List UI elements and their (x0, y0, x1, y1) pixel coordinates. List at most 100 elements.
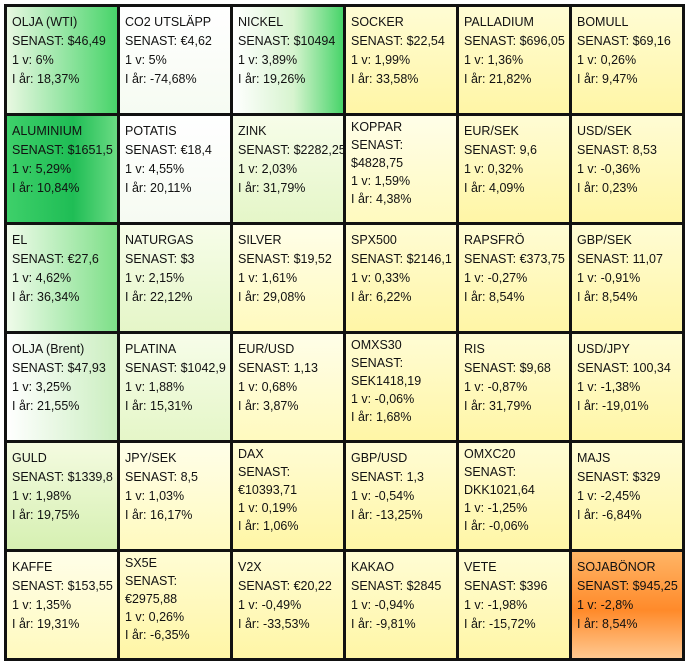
tile-gbp-sek[interactable]: GBP/SEK SENAST: 11,07 1 v: -0,91% I år: 8,5… (572, 225, 682, 331)
tile-palladium[interactable]: PALLADIUM SENAST: $696,05 1 v: 1,36% I år: … (459, 7, 569, 113)
year-label: I år: (351, 617, 373, 631)
week-value: 1,03% (148, 489, 185, 503)
tile-vete[interactable]: VETE SENAST: $396 1 v: -1,98% I år: -15,72% (459, 552, 569, 658)
week-value: 0,26% (600, 53, 637, 67)
senast-value: 8,53 (632, 143, 657, 157)
week-label: 1 v: (351, 392, 372, 406)
tile-name: SILVER (238, 233, 282, 247)
week-label: 1 v: (125, 489, 146, 503)
week-label: 1 v: (12, 53, 33, 67)
week-value: 0,33% (374, 271, 411, 285)
senast-row: SENAST: 11,07 (577, 250, 678, 269)
tile-kakao[interactable]: KAKAO SENAST: $2845 1 v: -0,94% I år: -9,81… (346, 552, 456, 658)
tile-el[interactable]: EL SENAST: €27,6 1 v: 4,62% I år: 36,34% (7, 225, 117, 331)
year-row: I år: 8,54% (577, 288, 678, 307)
year-value: -33,53% (263, 617, 310, 631)
tile-dax[interactable]: DAX SENAST: €10393,71 1 v: 0,19% I år: 1,06% (233, 443, 343, 549)
tile-platina[interactable]: PLATINA SENAST: $1042,9 1 v: 1,88% I år: 15… (120, 334, 230, 440)
senast-row: SENAST: $696,05 (464, 32, 565, 51)
tile-gbp-usd[interactable]: GBP/USD SENAST: 1,3 1 v: -0,54% I år: -13,2… (346, 443, 456, 549)
week-row: 1 v: 3,25% (12, 378, 113, 397)
week-row: 1 v: 5,29% (12, 160, 113, 179)
senast-value: SEK1418,19 (351, 374, 422, 388)
week-label: 1 v: (238, 162, 259, 176)
year-row: I år: 21,55% (12, 397, 113, 416)
week-row: 1 v: 1,59% (351, 172, 452, 190)
senast-row: SENAST: $9,68 (464, 359, 565, 378)
year-label: I år: (351, 192, 373, 206)
tile-omxc20[interactable]: OMXC20 SENAST: DKK1021,64 1 v: -1,25% I år: … (459, 443, 569, 549)
senast-row: SENAST: $22,54 (351, 32, 452, 51)
senast-label: SENAST: (125, 574, 178, 588)
week-value: 0,32% (487, 162, 524, 176)
tile-name: RIS (464, 342, 485, 356)
week-row: 1 v: 0,68% (238, 378, 339, 397)
senast-value: €4,62 (180, 34, 212, 48)
year-label: I år: (125, 181, 147, 195)
week-row: 1 v: 0,32% (464, 160, 565, 179)
tile-socker[interactable]: SOCKER SENAST: $22,54 1 v: 1,99% I år: 33,5… (346, 7, 456, 113)
tile-olja-brent[interactable]: OLJA (Brent) SENAST: $47,93 1 v: 3,25% I år… (7, 334, 117, 440)
week-value: 0,68% (261, 380, 298, 394)
senast-row: SENAST: $2146,1 (351, 250, 452, 269)
tile-co2-utslapp[interactable]: CO2 UTSLÄPP SENAST: €4,62 1 v: 5% I år: -74… (120, 7, 230, 113)
tile-usd-jpy[interactable]: USD/JPY SENAST: 100,34 1 v: -1,38% I år: -1… (572, 334, 682, 440)
year-value: -9,81% (376, 617, 416, 631)
week-row: 1 v: -1,38% (577, 378, 678, 397)
senast-value: DKK1021,64 (464, 483, 535, 497)
tile-olja-wti[interactable]: OLJA (WTI) SENAST: $46,49 1 v: 6% I år: 18,… (7, 7, 117, 113)
tile-v2x[interactable]: V2X SENAST: €20,22 1 v: -0,49% I år: -33,53… (233, 552, 343, 658)
senast-row: SENAST: $2282,25 (238, 141, 343, 160)
year-label: I år: (12, 617, 34, 631)
tile-spx500[interactable]: SPX500 SENAST: $2146,1 1 v: 0,33% I år: 6,2… (346, 225, 456, 331)
tile-aluminium[interactable]: ALUMINIUM SENAST: $1651,5 1 v: 5,29% I år: … (7, 116, 117, 222)
year-value: 1,06% (263, 519, 299, 533)
senast-value: $22,54 (406, 34, 445, 48)
year-value: -13,25% (376, 508, 423, 522)
tile-kaffe[interactable]: KAFFE SENAST: $153,55 1 v: 1,35% I år: 19,3… (7, 552, 117, 658)
tile-nickel[interactable]: NICKEL SENAST: $10494 1 v: 3,89% I år: 19,2… (233, 7, 343, 113)
senast-label: SENAST: (238, 579, 291, 593)
senast-label: SENAST: (464, 361, 517, 375)
week-label: 1 v: (464, 380, 485, 394)
year-label: I år: (238, 290, 260, 304)
year-value: 8,54% (602, 617, 638, 631)
senast-value: $46,49 (67, 34, 106, 48)
tile-ris[interactable]: RIS SENAST: $9,68 1 v: -0,87% I år: 31,79% (459, 334, 569, 440)
tile-jpy-sek[interactable]: JPY/SEK SENAST: 8,5 1 v: 1,03% I år: 16,17% (120, 443, 230, 549)
year-value: 9,47% (602, 72, 638, 86)
senast-label: SENAST: (577, 143, 630, 157)
tile-name: GBP/USD (351, 451, 408, 465)
senast-label: SENAST: (577, 361, 630, 375)
senast-label: SENAST: (125, 470, 178, 484)
tile-guld[interactable]: GULD SENAST: $1339,8 1 v: 1,98% I år: 19,75… (7, 443, 117, 549)
week-value: 2,15% (148, 271, 185, 285)
senast-row: SENAST: $153,55 (12, 577, 113, 596)
tile-omxs30[interactable]: OMXS30 SENAST: SEK1418,19 1 v: -0,06% I år: … (346, 334, 456, 440)
week-value: 2,03% (261, 162, 298, 176)
year-value: 1,68% (376, 410, 412, 424)
tile-rapsfro[interactable]: RAPSFRÖ SENAST: €373,75 1 v: -0,27% I år: 8… (459, 225, 569, 331)
tile-zink[interactable]: ZINK SENAST: $2282,25 1 v: 2,03% I år: 31,7… (233, 116, 343, 222)
tile-majs[interactable]: MAJS SENAST: $329 1 v: -2,45% I år: -6,84% (572, 443, 682, 549)
tile-naturgas[interactable]: NATURGAS SENAST: $3 1 v: 2,15% I år: 22,12% (120, 225, 230, 331)
tile-silver[interactable]: SILVER SENAST: $19,52 1 v: 1,61% I år: 29,0… (233, 225, 343, 331)
tile-usd-sek[interactable]: USD/SEK SENAST: 8,53 1 v: -0,36% I år: 0,23… (572, 116, 682, 222)
senast-row: SENAST: $2845 (351, 577, 452, 596)
tile-name: RAPSFRÖ (464, 233, 525, 247)
senast-value: 8,5 (180, 470, 198, 484)
week-value: 5% (148, 53, 167, 67)
tile-eur-usd[interactable]: EUR/USD SENAST: 1,13 1 v: 0,68% I år: 3,87% (233, 334, 343, 440)
week-row: 1 v: 1,36% (464, 51, 565, 70)
tile-sojabonor[interactable]: SOJABÖNOR SENAST: $945,25 1 v: -2,8% I år: … (572, 552, 682, 658)
tile-potatis[interactable]: POTATIS SENAST: €18,4 1 v: 4,55% I år: 20,1… (120, 116, 230, 222)
tile-sx5e[interactable]: SX5E SENAST: €2975,88 1 v: 0,26% I år: -6,35… (120, 552, 230, 658)
tile-koppar[interactable]: KOPPAR SENAST: $4828,75 1 v: 1,59% I år: 4,3… (346, 116, 456, 222)
tile-name: OLJA (Brent) (12, 342, 85, 356)
senast-label: SENAST: (238, 465, 291, 479)
tile-eur-sek[interactable]: EUR/SEK SENAST: 9,6 1 v: 0,32% I år: 4,09% (459, 116, 569, 222)
year-value: 29,08% (263, 290, 306, 304)
senast-label: SENAST: (464, 252, 517, 266)
tile-bomull[interactable]: BOMULL SENAST: $69,16 1 v: 0,26% I år: 9,47… (572, 7, 682, 113)
senast-value: 100,34 (632, 361, 671, 375)
